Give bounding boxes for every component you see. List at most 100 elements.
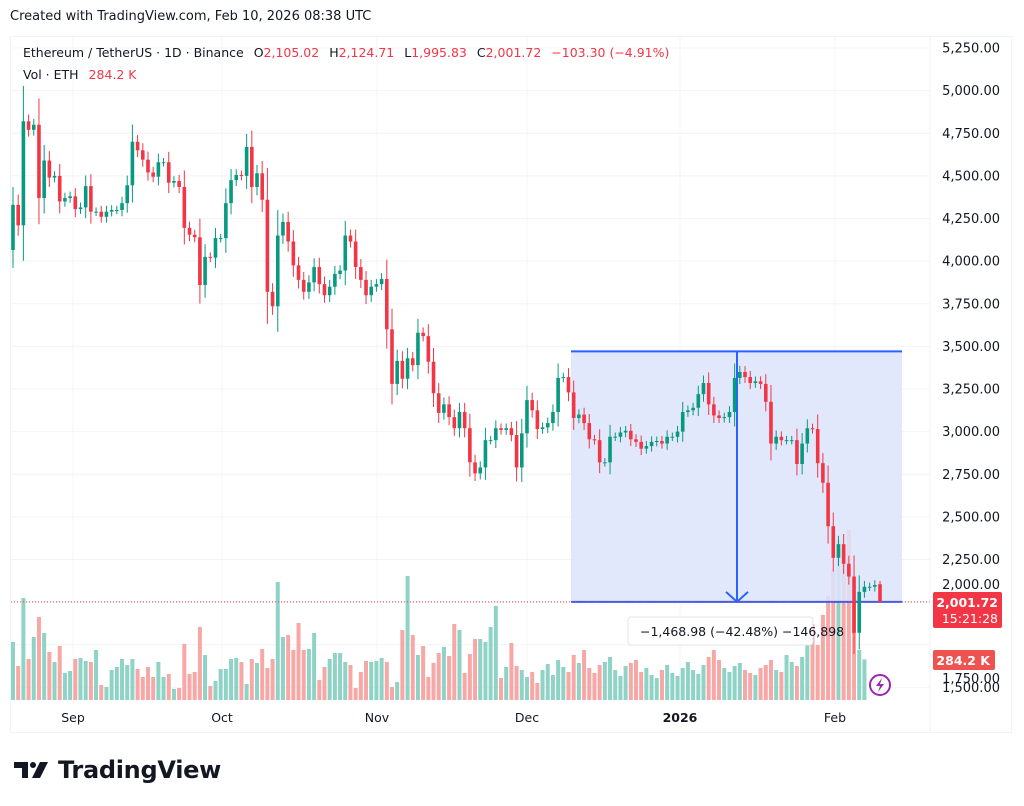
volume-bar: [722, 668, 727, 700]
volume-bar: [135, 669, 140, 700]
volume-bar: [208, 686, 213, 700]
volume-bar: [841, 550, 846, 700]
volume-bar: [244, 684, 249, 700]
volume-bar: [519, 670, 524, 700]
volume-bar: [140, 677, 145, 700]
time-tick-label: Nov: [365, 710, 390, 725]
candle-body: [260, 173, 264, 200]
volume-bar: [286, 635, 291, 700]
volume-bar: [665, 665, 670, 700]
volume-bar: [405, 576, 410, 700]
candle-body: [644, 446, 649, 449]
volume-bar: [384, 662, 389, 700]
volume-bar: [11, 642, 15, 700]
candle-body: [670, 436, 675, 438]
volume-bar: [831, 570, 836, 700]
candle-body: [177, 180, 181, 187]
candle-body: [140, 150, 145, 160]
volume-bar: [94, 650, 99, 700]
candle-body: [758, 381, 763, 384]
candle-body: [852, 576, 856, 633]
candle-body: [499, 428, 503, 430]
candle-body: [821, 463, 825, 483]
candle-body: [390, 329, 394, 384]
candle-body: [712, 404, 716, 416]
volume-bar: [52, 662, 57, 700]
candle-body: [473, 462, 477, 474]
volume-bar: [602, 662, 607, 700]
price-chart[interactable]: −1,468.98 (−42.48%) −146,898 5,250.00 5,0…: [0, 0, 1024, 740]
volume-bar: [218, 669, 223, 700]
volume-bar: [452, 624, 457, 700]
tradingview-logo[interactable]: TradingView: [14, 756, 221, 784]
measure-label: −1,468.98 (−42.48%) −146,898: [640, 624, 844, 639]
volume-bar: [234, 658, 239, 700]
volume-bar: [483, 642, 488, 700]
volume-bar: [120, 659, 125, 700]
candle-body: [743, 371, 747, 378]
volume-bar: [633, 660, 638, 700]
volume-bar: [441, 647, 446, 700]
volume-bar: [748, 673, 753, 700]
volume-bar: [727, 672, 732, 700]
candle-body: [26, 121, 31, 130]
candle-body: [862, 586, 867, 592]
volume-bar: [509, 643, 514, 700]
measure-tool[interactable]: −1,468.98 (−42.48%) −146,898: [11, 350, 930, 646]
candle-body: [660, 441, 664, 444]
price-tick-label: 2,250.00: [942, 553, 1000, 568]
candle-body: [187, 227, 192, 235]
volume-bar: [457, 630, 462, 700]
volume-bar: [47, 652, 52, 700]
candle-body: [52, 175, 57, 178]
candle-body: [307, 282, 311, 292]
candle-body: [525, 400, 529, 434]
volume-bar: [317, 680, 322, 700]
volume-bar: [639, 672, 644, 700]
price-tick-label: 3,000.00: [942, 425, 1000, 440]
chart-pane[interactable]: [10, 36, 1012, 733]
candle-body: [125, 185, 130, 204]
volume-bar: [322, 667, 327, 700]
candle-body: [649, 441, 654, 447]
candle-body: [400, 360, 405, 379]
volume-bar: [779, 672, 784, 700]
volume-bar: [530, 672, 535, 700]
candle-body: [343, 235, 348, 271]
candle-body: [831, 526, 836, 558]
close-value: 2,001.72: [485, 45, 542, 60]
candle-body: [291, 241, 296, 266]
volume-bar: [701, 665, 706, 700]
volume-bar: [426, 677, 431, 700]
volume-bar: [820, 615, 825, 700]
volume-bar: [649, 675, 654, 700]
price-badge: [933, 592, 1002, 628]
candle-body: [275, 235, 280, 307]
volume-bar: [597, 665, 602, 700]
candle-body: [322, 284, 327, 296]
volume-bar: [229, 659, 234, 700]
candle-body: [395, 360, 399, 384]
volume-bar: [364, 661, 369, 700]
volume-bar: [706, 657, 711, 700]
candle-body: [763, 383, 768, 402]
time-tick-label: Dec: [515, 710, 539, 725]
volume-bar: [691, 670, 696, 700]
volume-bar: [846, 530, 851, 700]
volume-bar: [514, 666, 519, 700]
candle-body: [239, 175, 244, 177]
volume-bar: [410, 635, 415, 700]
candle-body: [42, 160, 46, 199]
volume-bar: [836, 540, 841, 700]
volume-bar: [332, 653, 337, 700]
candle-body: [57, 175, 62, 202]
candle-body: [250, 146, 254, 187]
volume-bar: [556, 660, 561, 700]
volume-bar: [306, 649, 311, 700]
volume-bar: [473, 639, 478, 700]
candle-body: [468, 428, 472, 463]
volume-bar: [493, 606, 498, 700]
symbol-title[interactable]: Ethereum / TetherUS · 1D · Binance: [23, 45, 244, 60]
time-tick-label: 2026: [663, 710, 698, 725]
candle-body: [696, 394, 701, 408]
